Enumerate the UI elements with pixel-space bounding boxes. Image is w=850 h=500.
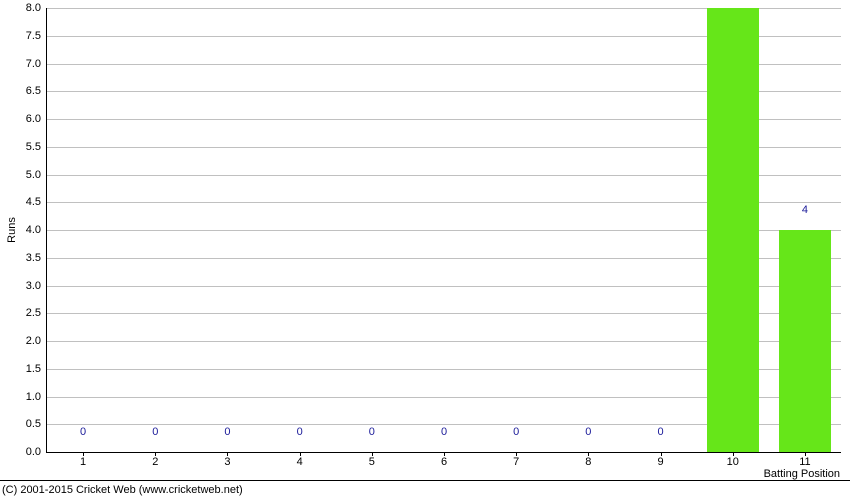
- bar-value-label: 0: [513, 426, 519, 438]
- x-tick-label: 2: [152, 452, 158, 468]
- bar-value-label: 0: [657, 426, 663, 438]
- bar: [779, 230, 831, 452]
- x-tick-label: 7: [513, 452, 519, 468]
- bar: [707, 8, 759, 452]
- x-tick-label: 8: [585, 452, 591, 468]
- y-tick-label: 2.5: [26, 307, 47, 319]
- x-tick-label: 6: [441, 452, 447, 468]
- y-axis-title: Runs: [6, 217, 18, 243]
- y-tick-label: 3.5: [26, 252, 47, 264]
- y-tick-label: 6.5: [26, 85, 47, 97]
- bar-value-label: 0: [441, 426, 447, 438]
- plot-area: 0.00.51.01.52.02.53.03.54.04.55.05.56.06…: [46, 8, 841, 453]
- y-tick-label: 2.0: [26, 335, 47, 347]
- y-tick-label: 6.0: [26, 113, 47, 125]
- bar-value-label: 0: [152, 426, 158, 438]
- y-tick-label: 4.5: [26, 196, 47, 208]
- bar-value-label: 4: [802, 204, 808, 216]
- x-tick-label: 11: [799, 452, 810, 468]
- y-tick-label: 4.0: [26, 224, 47, 236]
- bar-value-label: 0: [585, 426, 591, 438]
- bar-value-label: 0: [297, 426, 303, 438]
- copyright-text: (C) 2001-2015 Cricket Web (www.cricketwe…: [2, 484, 243, 496]
- chart-container: 0.0 0.5 1.0 1.5 2.0 2.5 3.0 3.5 4.0 4.5 5.0 5.5 6.0 6…: [0, 0, 850, 500]
- y-tick-label: 5.0: [26, 169, 47, 181]
- x-tick-label: 9: [657, 452, 663, 468]
- bar-value-label: 0: [224, 426, 230, 438]
- y-tick-label: 7.0: [26, 58, 47, 70]
- y-tick-label: 1.0: [26, 391, 47, 403]
- x-tick-label: 3: [224, 452, 230, 468]
- x-tick-label: 10: [727, 452, 739, 468]
- y-tick-label: 8.0: [26, 2, 47, 14]
- y-tick-label: 1.5: [26, 363, 47, 375]
- x-tick-label: 5: [369, 452, 375, 468]
- x-tick-label: 4: [297, 452, 303, 468]
- x-tick-label: 1: [80, 452, 86, 468]
- y-tick-label: 0.5: [26, 418, 47, 430]
- y-tick-label: 0.0: [26, 446, 47, 458]
- y-tick-label: 7.5: [26, 30, 47, 42]
- bar-value-label: 0: [80, 426, 86, 438]
- copyright-footer: (C) 2001-2015 Cricket Web (www.cricketwe…: [0, 480, 850, 500]
- y-tick-label: 3.0: [26, 280, 47, 292]
- x-axis-title: Batting Position: [764, 468, 840, 480]
- bar-value-label: 0: [369, 426, 375, 438]
- y-tick-label: 5.5: [26, 141, 47, 153]
